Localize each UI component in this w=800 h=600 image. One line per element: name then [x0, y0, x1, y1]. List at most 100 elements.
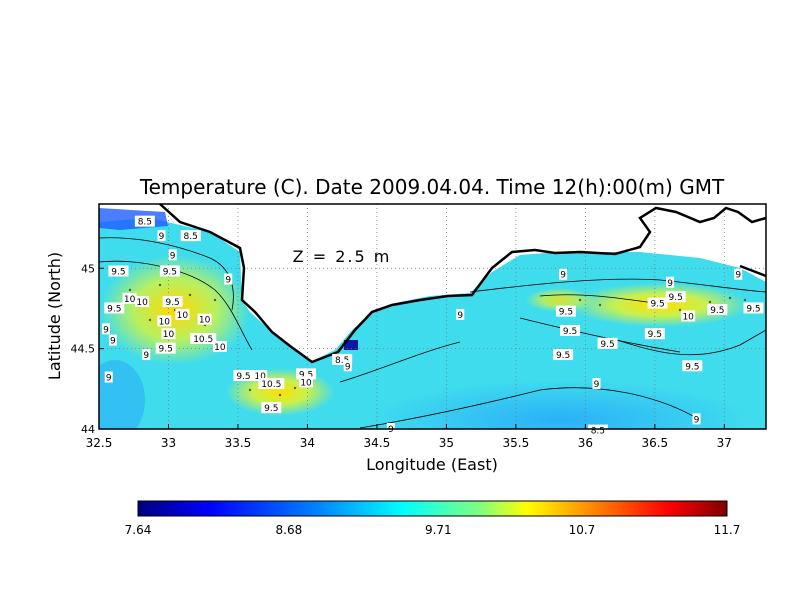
- contour-label-bg: [175, 308, 190, 320]
- x-tick-label: 34.5: [364, 436, 391, 450]
- contour-label-bg: [666, 276, 675, 288]
- contour-label: 9: [559, 268, 568, 281]
- colorbar-tick-label: 11.7: [714, 523, 741, 537]
- contour-label-bg: [258, 378, 285, 389]
- contour-label: 9: [666, 276, 675, 289]
- contour-label-bg: [155, 342, 176, 354]
- contour-label-bg: [135, 296, 150, 308]
- cold-coastal-strip: [99, 208, 168, 230]
- contour-label: 9: [168, 249, 177, 261]
- contour-label-bg: [190, 333, 217, 344]
- contour-label-bg: [108, 334, 117, 346]
- contour-label-text: 10: [159, 317, 171, 327]
- contour-label-text: 9.5: [685, 362, 699, 372]
- contour-label: 9.5: [155, 342, 176, 355]
- coastline: [159, 203, 767, 364]
- contour-label: 10: [135, 296, 150, 308]
- contour-label: 10.5: [190, 333, 217, 345]
- contour-label: 9.5: [261, 402, 282, 414]
- chart-title: Temperature (C). Date 2009.04.04. Time 1…: [139, 175, 725, 199]
- contour-label-text: 9.5: [648, 330, 662, 340]
- contour-label: 9: [734, 268, 743, 281]
- contour-label-text: 10: [124, 295, 136, 305]
- contour-label-bg: [559, 268, 568, 280]
- contour-label-text: 9.5: [563, 327, 577, 337]
- contour-label-bg: [456, 308, 465, 320]
- colorbar: [137, 500, 728, 517]
- contour-label-bg: [224, 273, 233, 285]
- contour-label-text: 9.5: [165, 298, 179, 308]
- contour-label-text: 8.5: [591, 427, 605, 437]
- contour-label-text: 9.5: [559, 308, 573, 318]
- contour-label-bg: [734, 268, 743, 280]
- contour-label-bg: [233, 369, 254, 381]
- contour-label-bg: [560, 324, 581, 336]
- contour-label-text: 9.5: [264, 404, 278, 414]
- contour-label-bg: [104, 302, 125, 314]
- contour-label-bg: [104, 371, 113, 383]
- contour-label: 10: [253, 369, 268, 382]
- contour-label-bg: [108, 265, 129, 277]
- contour-label: 9: [692, 413, 701, 425]
- contour-label: 9.5: [707, 304, 728, 316]
- contour-label-text: 9.5: [159, 345, 173, 355]
- contour-label-text: 9.5: [746, 304, 760, 314]
- contour-label-text: 9: [103, 325, 109, 335]
- y-tick-label: 44: [81, 423, 95, 436]
- contour-label: 8.5: [332, 353, 353, 366]
- contour-label-bg: [261, 402, 282, 414]
- contour-label: 9: [157, 230, 166, 242]
- contour-label-text: 10.5: [193, 335, 213, 345]
- contour-label-text: 10: [682, 313, 694, 323]
- contour-label-text: 9.5: [669, 293, 683, 303]
- contour-label-text: 8.5: [138, 218, 152, 228]
- contour-label-text: 9.5: [107, 304, 121, 314]
- contour-label: 9: [108, 334, 117, 347]
- contour-label-text: 9: [694, 415, 700, 425]
- contour-label-text: 10: [163, 330, 175, 340]
- contour-label: 10: [157, 315, 172, 327]
- contour-label: 9.5: [560, 324, 581, 337]
- contour-label-text: 9.5: [710, 306, 724, 316]
- colorbar-tick-label: 9.71: [425, 523, 452, 537]
- contour-label-text: 9.5: [650, 300, 664, 310]
- contour-label-bg: [555, 305, 576, 317]
- colorbar-tick-label: 10.7: [569, 523, 596, 537]
- contour-label: 9: [104, 371, 113, 384]
- contour-label-bg: [253, 369, 268, 381]
- contour-label: 8.5: [134, 215, 155, 228]
- plot-frame: [98, 203, 767, 430]
- contour-label-bg: [587, 424, 608, 436]
- x-tick-label: 36: [578, 436, 593, 450]
- contour-label-text: 9: [110, 337, 116, 347]
- contour-label-text: 9.5: [556, 351, 570, 361]
- contour-label-bg: [180, 230, 201, 242]
- contour-label-text: 9: [225, 276, 231, 286]
- contour-label: 10: [122, 292, 137, 305]
- x-tick-label: 33: [161, 436, 176, 450]
- contour-label-text: 9: [388, 425, 394, 435]
- colorbar-tick-label: 8.68: [276, 523, 303, 537]
- contour-label-bg: [299, 376, 314, 388]
- contour-label-text: 8.5: [335, 356, 349, 366]
- contour-label-bg: [161, 328, 176, 340]
- contour-label: 9: [592, 378, 601, 390]
- x-tick-label: 35: [439, 436, 454, 450]
- y-tick-label: 45: [81, 262, 95, 275]
- contour-label-bg: [343, 360, 352, 372]
- contour-label: 9.5: [159, 265, 180, 278]
- contour-label: 10: [161, 328, 176, 340]
- contour-label-bg: [597, 337, 618, 349]
- contour-label: 9.5: [108, 265, 129, 278]
- x-axis-label: Longitude (East): [366, 455, 498, 474]
- contour-label-text: 10: [300, 378, 312, 388]
- contour-label-text: 9: [667, 279, 673, 289]
- x-tick-label: 35.5: [503, 436, 530, 450]
- contour-label-text: 9.5: [236, 372, 250, 382]
- contour-label-text: 9: [735, 271, 741, 281]
- contour-label-text: 9: [594, 380, 600, 390]
- x-tick-label: 32.5: [86, 436, 113, 450]
- y-axis-label: Latitude (North): [45, 252, 64, 380]
- contour-label-text: 9: [106, 374, 112, 384]
